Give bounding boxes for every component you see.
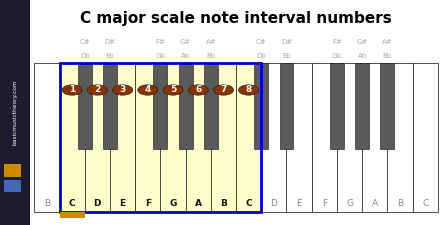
Text: 4: 4	[145, 86, 151, 94]
Bar	[312, 63, 337, 211]
Bar	[330, 63, 344, 149]
Text: Eb: Eb	[282, 52, 291, 58]
Bar	[413, 63, 438, 211]
Text: 8: 8	[246, 86, 252, 94]
Text: F#: F#	[332, 39, 342, 45]
Bar	[362, 63, 387, 211]
Bar	[261, 63, 286, 211]
Bar	[161, 63, 186, 211]
Text: Ab: Ab	[181, 52, 190, 58]
Circle shape	[213, 85, 234, 95]
Bar	[34, 63, 59, 211]
Bar	[381, 63, 394, 149]
Bar	[0, 0, 30, 225]
Bar	[186, 63, 211, 211]
Text: G: G	[169, 199, 177, 208]
Circle shape	[238, 85, 259, 95]
Bar	[59, 63, 261, 211]
Bar	[4, 164, 21, 177]
Bar	[387, 63, 413, 211]
Text: 1: 1	[69, 86, 75, 94]
Text: Gb: Gb	[332, 52, 342, 58]
Bar	[254, 63, 268, 149]
Bar	[103, 63, 117, 149]
Text: C#: C#	[80, 39, 90, 45]
Text: G#: G#	[180, 39, 191, 45]
Circle shape	[62, 85, 82, 95]
Text: Bb: Bb	[383, 52, 392, 58]
Circle shape	[188, 85, 208, 95]
Bar	[355, 63, 369, 149]
Text: C major scale note interval numbers: C major scale note interval numbers	[80, 11, 392, 26]
Text: Ab: Ab	[358, 52, 367, 58]
Text: 5: 5	[170, 86, 176, 94]
Text: basicmusictheory.com: basicmusictheory.com	[12, 80, 18, 145]
Text: A#: A#	[205, 39, 216, 45]
Text: D#: D#	[104, 39, 116, 45]
Bar	[85, 63, 110, 211]
Text: C#: C#	[256, 39, 267, 45]
Bar	[236, 63, 261, 211]
Text: Db: Db	[80, 52, 90, 58]
Text: D: D	[94, 199, 101, 208]
Text: Db: Db	[257, 52, 266, 58]
Text: 2: 2	[94, 86, 100, 94]
Bar	[211, 63, 236, 211]
Text: A: A	[195, 199, 202, 208]
Text: B: B	[397, 199, 403, 208]
Text: Gb: Gb	[155, 52, 165, 58]
Text: C: C	[69, 199, 75, 208]
Bar	[110, 63, 135, 211]
Text: A#: A#	[382, 39, 392, 45]
Text: D#: D#	[281, 39, 292, 45]
Text: F#: F#	[155, 39, 165, 45]
Bar	[78, 63, 92, 149]
Bar	[135, 63, 161, 211]
Bar	[154, 63, 167, 149]
Text: 6: 6	[195, 86, 202, 94]
Text: G: G	[346, 199, 353, 208]
Text: 7: 7	[220, 86, 227, 94]
Text: E: E	[120, 199, 126, 208]
Text: 3: 3	[119, 86, 126, 94]
Text: C: C	[422, 199, 428, 208]
Circle shape	[87, 85, 107, 95]
Bar	[179, 63, 193, 149]
Text: D: D	[271, 199, 277, 208]
Circle shape	[138, 85, 158, 95]
Text: C: C	[246, 199, 252, 208]
Bar	[279, 63, 293, 149]
Text: A: A	[372, 199, 378, 208]
Text: Eb: Eb	[106, 52, 114, 58]
Text: F: F	[322, 199, 327, 208]
Bar	[59, 63, 85, 211]
Bar	[286, 63, 312, 211]
Bar	[204, 63, 218, 149]
Bar	[59, 212, 85, 218]
Text: E: E	[296, 199, 302, 208]
Text: Bb: Bb	[206, 52, 216, 58]
Bar	[337, 63, 362, 211]
Circle shape	[163, 85, 183, 95]
Text: G#: G#	[356, 39, 368, 45]
Text: B: B	[44, 199, 50, 208]
Text: F: F	[145, 199, 151, 208]
Circle shape	[113, 85, 133, 95]
Text: B: B	[220, 199, 227, 208]
Bar	[4, 180, 21, 192]
